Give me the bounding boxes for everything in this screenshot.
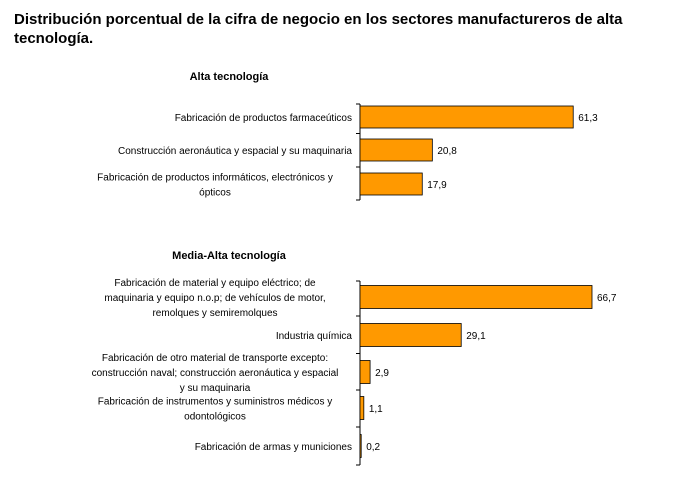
chart-0-bar-2 [359,172,423,196]
chart-0-category-label-0: Fabricación de productos farmaceúticos [175,113,352,124]
chart-1-category-label-4: Fabricación de armas y municiones [195,442,352,453]
chart-1-value-label-2: 2,9 [375,368,389,379]
chart-1-category-label-2: Fabricación de otro material de transpor… [92,353,339,394]
chart-0-category-label-1: Construcción aeronáutica y espacial y su… [118,146,352,157]
chart-0-value-label-1: 20,8 [437,146,457,157]
chart-1-value-label-3: 1,1 [369,404,383,415]
chart-1-value-label-1: 29,1 [466,331,486,342]
chart-0-value-label-2: 17,9 [427,180,447,191]
chart-1-bar-1 [359,323,462,347]
chart-1-bar-2 [359,360,371,384]
chart-1-value-label-0: 66,7 [597,293,617,304]
chart-0-bar-0 [359,105,574,129]
chart-0-value-label-0: 61,3 [578,113,598,124]
chart-1-category-label-0: Fabricación de material y equipo eléctri… [104,278,325,319]
chart-1-value-label-4: 0,2 [366,442,380,453]
chart-0-category-label-2: Fabricación de productos informáticos, e… [97,173,333,199]
page-title: Distribución porcentual de la cifra de n… [14,11,623,47]
chart-1-bar-4 [359,434,362,458]
chart-1-title: Media-Alta tecnología [172,250,287,262]
chart-0-title: Alta tecnología [190,71,270,83]
chart-1-category-label-1: Industria química [276,331,353,342]
chart-1-bar-0 [359,285,593,309]
chart-1-bar-3 [359,396,365,420]
chart-0-bar-1 [359,138,433,162]
chart-1-category-label-3: Fabricación de instrumentos y suministro… [98,397,333,423]
